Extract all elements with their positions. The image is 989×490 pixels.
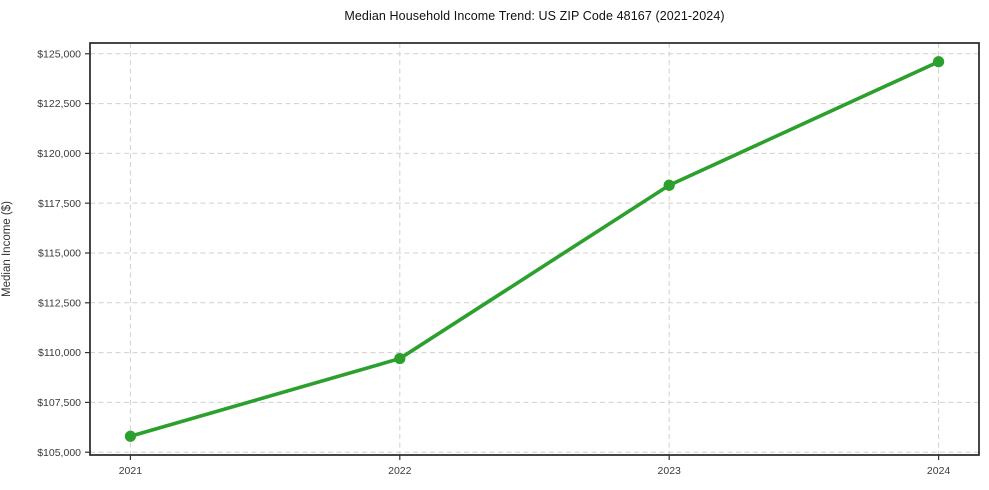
x-tick-label: 2023 — [658, 465, 682, 477]
data-point-marker — [663, 179, 675, 191]
x-tick-label: 2021 — [119, 465, 143, 477]
y-tick-label: $122,500 — [37, 98, 81, 110]
y-tick-label: $112,500 — [38, 297, 81, 309]
x-tick-label: 2022 — [388, 465, 412, 477]
y-tick-label: $120,000 — [37, 148, 81, 160]
data-point-marker — [124, 430, 137, 442]
chart-title: Median Household Income Trend: US ZIP Co… — [344, 9, 725, 23]
trend-line — [128, 59, 941, 439]
y-tick-label: $105,000 — [37, 447, 81, 459]
axes-spines — [89, 42, 980, 456]
y-tick-label: $110,000 — [38, 347, 81, 359]
data-point-marker — [394, 352, 406, 365]
y-tick-label: $107,500 — [37, 397, 81, 409]
data-point-marker — [932, 56, 945, 68]
y-tick-label: $117,500 — [38, 198, 81, 210]
y-tick-label: $125,000 — [37, 48, 81, 60]
x-tick-label: 2024 — [927, 465, 951, 477]
y-tick-label: $115,000 — [38, 248, 81, 260]
